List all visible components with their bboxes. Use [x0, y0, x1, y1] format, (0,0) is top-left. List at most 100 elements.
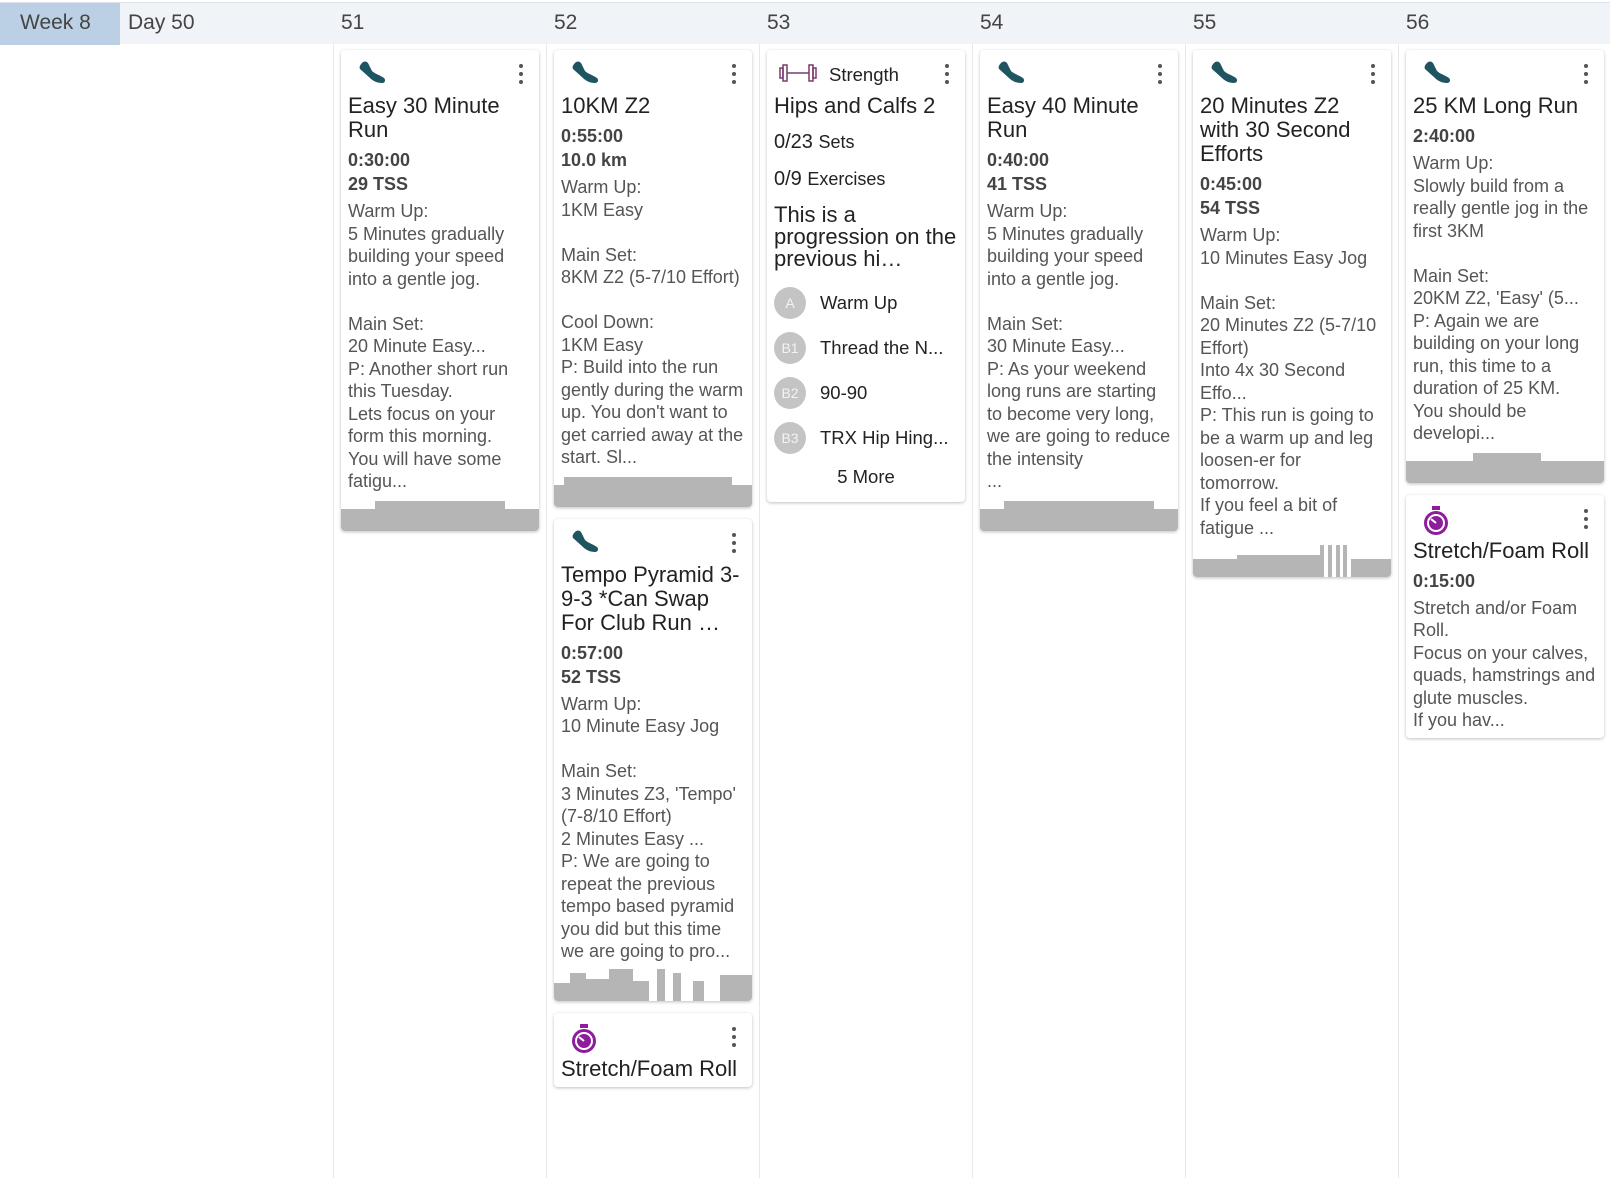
workout-duration: 0:57:00	[561, 642, 624, 663]
workout-intensity-chart	[341, 499, 539, 531]
exercise-item[interactable]: B1 Thread the N...	[774, 325, 958, 370]
intensity-segment	[374, 500, 506, 531]
intensity-segment	[585, 978, 610, 1001]
intensity-segment	[554, 982, 570, 1001]
workout-duration: 0:30:00	[348, 150, 411, 170]
intensity-segment	[569, 972, 586, 1001]
strength-workout-card[interactable]: Strength Hips and Calfs 2 0/23 Sets 0/9 Exe…	[767, 50, 965, 502]
day-number: 53	[767, 11, 791, 34]
more-options-icon[interactable]	[944, 64, 950, 84]
workout-title[interactable]: 10KM Z2	[561, 93, 651, 118]
workout-intensity-chart	[1406, 451, 1604, 483]
intensity-segment	[633, 980, 650, 1001]
workout-description: Warm Up: 5 Minutes gradually building yo…	[987, 201, 1171, 491]
exercises-label: Exercises	[807, 169, 886, 189]
sets-label: Sets	[818, 132, 855, 152]
intensity-segment	[980, 508, 1004, 531]
run-workout-card[interactable]: 25 KM Long Run 2:40:00 Warm Up: Slowly bui…	[1406, 50, 1604, 483]
intensity-segment	[1540, 460, 1604, 483]
intensity-segment	[1193, 559, 1237, 577]
stretch-workout-card[interactable]: Stretch/Foam Roll 0:15:00 Stretch and/or F…	[1406, 494, 1604, 738]
intensity-segment	[1327, 545, 1332, 577]
workout-title[interactable]: Easy 40 Minute Run	[987, 93, 1139, 142]
workout-title[interactable]: Hips and Calfs 2	[774, 93, 936, 118]
stopwatch-icon	[1421, 505, 1451, 542]
intensity-segment	[341, 508, 375, 531]
workout-metric: 41 TSS	[987, 174, 1048, 194]
workout-metric: 52 TSS	[561, 666, 622, 687]
workout-title[interactable]: 25 KM Long Run	[1413, 93, 1579, 118]
intensity-segment	[732, 484, 752, 507]
exercise-badge: B3	[774, 421, 806, 454]
stopwatch-icon	[569, 1023, 599, 1060]
day-column: Easy 30 Minute Run 0:30:00 29 TSS Warm Up: …	[333, 44, 546, 1178]
week-header: Week 8 Day 50 51 52 53 54 55 56	[0, 2, 1610, 45]
more-options-icon[interactable]	[1157, 64, 1163, 84]
workout-title[interactable]: Stretch/Foam Roll	[1413, 537, 1590, 563]
running-shoe-icon	[569, 60, 601, 91]
run-workout-card[interactable]: Easy 40 Minute Run 0:40:00 41 TSS Warm Up: …	[980, 50, 1178, 531]
workout-type-label: Strength	[829, 64, 899, 85]
intensity-segment	[692, 980, 705, 1001]
workout-title[interactable]: Tempo Pyramid 3-9-3 *Can Swap For Club R…	[561, 561, 740, 635]
exercise-name: 90-90	[820, 381, 868, 403]
day-number: 52	[554, 11, 578, 34]
intensity-segment	[720, 974, 752, 1001]
week-label[interactable]: Week 8	[0, 3, 120, 45]
exercise-name: TRX Hip Hing...	[820, 426, 949, 448]
run-workout-card[interactable]: Easy 30 Minute Run 0:30:00 29 TSS Warm Up: …	[341, 50, 539, 531]
workout-description: Warm Up: 10 Minutes Easy Jog Main Set: 2…	[1200, 225, 1377, 538]
workout-description: Warm Up: 5 Minutes gradually building yo…	[348, 201, 509, 491]
day-column: Strength Hips and Calfs 2 0/23 Sets 0/9 Exe…	[759, 44, 972, 1178]
intensity-segment	[1003, 500, 1155, 531]
day-column: 10KM Z2 0:55:00 10.0 km Warm Up: 1KM Easy M…	[546, 44, 759, 1178]
day-number: 51	[341, 11, 365, 34]
intensity-segment	[1319, 545, 1324, 577]
intensity-segment	[656, 968, 665, 1001]
day-number: 55	[1193, 11, 1217, 34]
workout-title[interactable]: Stretch/Foam Roll	[561, 1055, 738, 1081]
workout-duration: 0:40:00	[987, 150, 1050, 170]
more-options-icon[interactable]	[1583, 64, 1589, 84]
workout-title[interactable]: Easy 30 Minute Run	[348, 93, 500, 142]
stretch-workout-card[interactable]: Stretch/Foam Roll	[554, 1012, 752, 1087]
running-shoe-icon	[569, 529, 601, 560]
more-options-icon[interactable]	[731, 532, 737, 553]
more-options-icon[interactable]	[518, 64, 524, 84]
workout-title[interactable]: 20 Minutes Z2 with 30 Second Efforts	[1200, 93, 1351, 166]
run-workout-card[interactable]: 20 Minutes Z2 with 30 Second Efforts 0:45…	[1193, 50, 1391, 577]
workout-intensity-chart	[554, 968, 752, 1001]
exercise-item[interactable]: B3 TRX Hip Hing...	[774, 415, 958, 460]
running-shoe-icon	[1208, 60, 1240, 91]
workout-description: Warm Up: 1KM Easy Main Set: 8KM Z2 (5-7/…	[561, 177, 744, 467]
exercise-badge: B2	[774, 376, 806, 409]
day-column: 25 KM Long Run 2:40:00 Warm Up: Slowly bui…	[1398, 44, 1610, 1178]
intensity-segment	[1406, 460, 1474, 483]
intensity-segment	[554, 484, 564, 507]
more-options-icon[interactable]	[1583, 508, 1589, 529]
run-workout-card[interactable]: Tempo Pyramid 3-9-3 *Can Swap For Club R…	[554, 518, 752, 1001]
day-number: 54	[980, 11, 1004, 34]
workout-duration: 0:55:00	[561, 126, 624, 146]
intensity-segment	[672, 972, 681, 1001]
more-exercises-link[interactable]: 5 More	[837, 466, 895, 487]
more-options-icon[interactable]	[731, 64, 737, 84]
more-options-icon[interactable]	[731, 1026, 737, 1047]
exercise-item[interactable]: A Warm Up	[774, 280, 958, 325]
intensity-segment	[1351, 559, 1391, 577]
intensity-segment	[563, 476, 733, 507]
workout-description: This is a progression on the previous hi…	[774, 202, 957, 271]
exercise-name: Warm Up	[820, 291, 898, 313]
running-shoe-icon	[356, 60, 388, 91]
day-column: 20 Minutes Z2 with 30 Second Efforts 0:45…	[1185, 44, 1398, 1178]
intensity-segment	[609, 968, 634, 1001]
exercise-item[interactable]: B2 90-90	[774, 370, 958, 415]
running-shoe-icon	[995, 60, 1027, 91]
day-number: 56	[1406, 11, 1430, 34]
run-workout-card[interactable]: 10KM Z2 0:55:00 10.0 km Warm Up: 1KM Easy M…	[554, 50, 752, 507]
intensity-segment	[505, 508, 539, 531]
exercise-name: Thread the N...	[820, 336, 944, 358]
workout-duration: 0:45:00	[1200, 174, 1263, 194]
workout-metric: 29 TSS	[348, 174, 409, 194]
more-options-icon[interactable]	[1370, 64, 1376, 84]
